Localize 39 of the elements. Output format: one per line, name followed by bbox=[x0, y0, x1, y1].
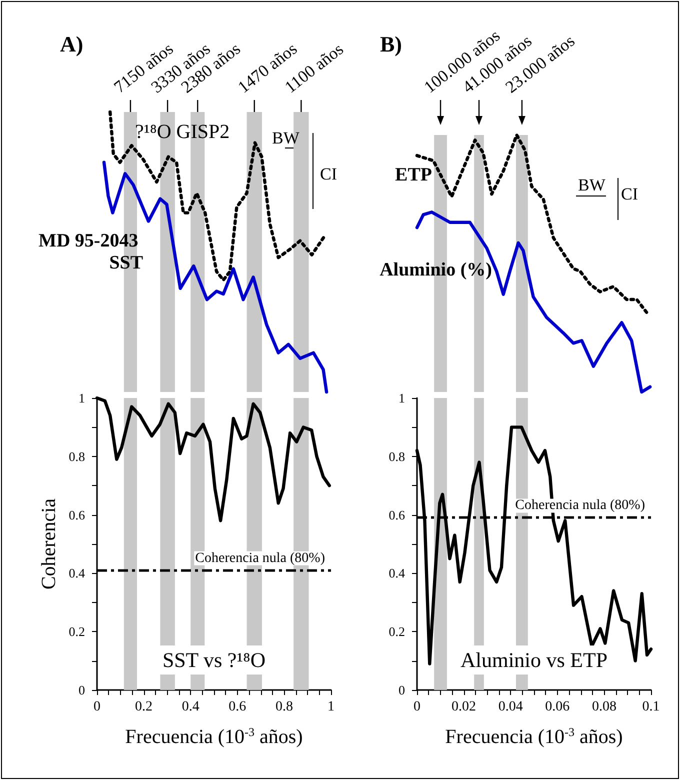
x-tick-label: 0.4 bbox=[182, 700, 200, 714]
x-tick-label: 0.02 bbox=[452, 700, 476, 714]
ref-line-label: Coherencia nula (80%) bbox=[195, 550, 326, 566]
chart-title: A) bbox=[60, 32, 84, 56]
y-tick-label: 0.2 bbox=[68, 624, 85, 640]
x-tick-label: 0.6 bbox=[228, 700, 246, 714]
series-label: Aluminio (%) bbox=[380, 260, 492, 280]
annotation: CI bbox=[621, 184, 638, 204]
y-tick-label: 0 bbox=[398, 682, 405, 698]
y-tick-label: 1 bbox=[398, 390, 405, 406]
y-tick-label: 0.4 bbox=[68, 566, 86, 581]
y-tick-label: 0.8 bbox=[68, 448, 85, 464]
x-tick-label: 0.8 bbox=[275, 700, 293, 714]
x-tick-label: 0.2 bbox=[135, 700, 153, 714]
x-tick-label: 0 bbox=[94, 700, 100, 714]
legend-label: ?¹⁸O GISP2 bbox=[135, 121, 230, 143]
annotation: Aluminio vs ETP bbox=[460, 648, 608, 672]
x-tick-label: 0.04 bbox=[498, 700, 523, 714]
annotation: BW bbox=[272, 128, 300, 148]
annotation: SST vs ?¹⁸O bbox=[162, 648, 266, 672]
y-tick-label: 0 bbox=[78, 682, 85, 698]
y-axis-title: Coherencia bbox=[38, 498, 60, 590]
chart-title: B) bbox=[380, 32, 402, 56]
x-tick-label: 1 bbox=[328, 700, 334, 714]
y-tick-label: 1 bbox=[78, 390, 85, 406]
y-tick-label: 0.4 bbox=[388, 566, 406, 581]
series-label: MD 95-2043 SST bbox=[38, 230, 144, 274]
y-tick-label: 0.8 bbox=[388, 448, 405, 464]
y-tick-label: 0.6 bbox=[68, 507, 86, 522]
x-tick-label: 0 bbox=[414, 700, 420, 714]
annotation: CI bbox=[320, 164, 338, 184]
series-label: ETP bbox=[395, 164, 432, 186]
y-tick-label: 0.2 bbox=[388, 624, 405, 640]
ref-line-label: Coherencia nula (80%) bbox=[515, 498, 646, 514]
annotation: BW bbox=[578, 176, 606, 194]
y-tick-label: 0.6 bbox=[388, 507, 406, 522]
x-tick-label: 0.06 bbox=[545, 700, 570, 714]
x-tick-label: 0.1 bbox=[642, 700, 660, 714]
x-tick-label: 0.08 bbox=[592, 700, 616, 714]
